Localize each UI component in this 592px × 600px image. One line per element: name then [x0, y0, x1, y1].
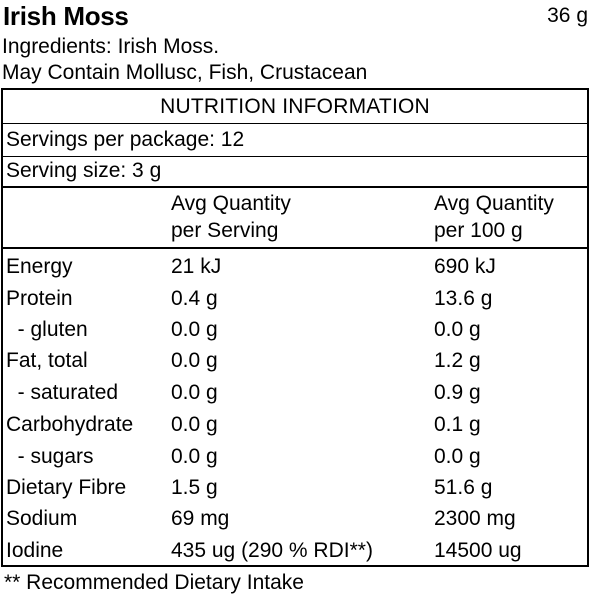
nutrient-row-protein: Protein 0.4 g 13.6 g [3, 283, 587, 315]
footnote: ** Recommended Dietary Intake [4, 571, 304, 594]
nutrient-per-serving: 0.4 g [171, 287, 218, 310]
nutrient-name: Energy [6, 255, 73, 278]
nutrition-panel: NUTRITION INFORMATION Servings per packa… [1, 88, 589, 567]
nutrient-per-serving: 0.0 g [171, 381, 218, 404]
nutrient-row-iodine: Iodine 435 ug (290 % RDI**) 14500 ug [3, 535, 587, 567]
nutrient-row-sugars: - sugars 0.0 g 0.0 g [3, 441, 587, 473]
divider-thick [3, 186, 587, 188]
col-serving-heading-2: per Serving [171, 219, 279, 242]
nutrient-per-100g: 0.1 g [434, 413, 481, 436]
nutrient-name: Fat, total [6, 349, 88, 372]
nutrient-row-energy: Energy 21 kJ 690 kJ [3, 251, 587, 283]
nutrient-per-100g: 0.0 g [434, 318, 481, 341]
net-weight: 36 g [547, 4, 588, 27]
nutrient-row-gluten: - gluten 0.0 g 0.0 g [3, 314, 587, 346]
nutrient-row-carbohydrate: Carbohydrate 0.0 g 0.1 g [3, 409, 587, 441]
nutrient-name: - sugars [6, 445, 94, 468]
nutrient-per-100g: 1.2 g [434, 349, 481, 372]
nutrient-per-serving: 69 mg [171, 507, 230, 530]
col-serving-heading-1: Avg Quantity [171, 192, 291, 215]
serving-size: Serving size: 3 g [6, 159, 162, 182]
nutrient-name: - gluten [6, 318, 88, 341]
col-per100-heading-1: Avg Quantity [434, 192, 554, 215]
nutrient-per-100g: 0.9 g [434, 381, 481, 404]
nutrient-name: Iodine [6, 539, 64, 562]
nutrient-per-100g: 0.0 g [434, 445, 481, 468]
panel-title: NUTRITION INFORMATION [160, 95, 430, 118]
col-per100-heading-2: per 100 g [434, 219, 523, 242]
nutrient-name: Dietary Fibre [6, 476, 127, 499]
nutrient-per-serving: 21 kJ [171, 255, 222, 278]
nutrient-per-100g: 13.6 g [434, 287, 493, 310]
nutrient-per-serving: 1.5 g [171, 476, 218, 499]
nutrient-per-serving: 0.0 g [171, 349, 218, 372]
nutrient-per-serving: 0.0 g [171, 318, 218, 341]
servings-per-package: Servings per package: 12 [6, 128, 245, 151]
nutrient-row-saturated: - saturated 0.0 g 0.9 g [3, 377, 587, 409]
nutrient-name: Carbohydrate [6, 413, 134, 436]
divider [3, 123, 587, 124]
divider [3, 156, 587, 157]
nutrient-per-serving: 0.0 g [171, 413, 218, 436]
nutrient-per-100g: 2300 mg [434, 507, 516, 530]
nutrient-per-serving: 435 ug (290 % RDI**) [171, 539, 373, 562]
nutrient-per-100g: 14500 ug [434, 539, 522, 562]
nutrient-per-100g: 690 kJ [434, 255, 496, 278]
nutrient-name: Protein [6, 287, 73, 310]
nutrient-row-fat-total: Fat, total 0.0 g 1.2 g [3, 345, 587, 377]
nutrient-name: Sodium [6, 507, 78, 530]
nutrient-row-dietary-fibre: Dietary Fibre 1.5 g 51.6 g [3, 472, 587, 504]
product-name: Irish Moss [3, 1, 129, 31]
nutrient-per-100g: 51.6 g [434, 476, 493, 499]
ingredients-line: Ingredients: Irish Moss. [2, 35, 220, 58]
nutrient-row-sodium: Sodium 69 mg 2300 mg [3, 503, 587, 535]
divider-thick [3, 247, 587, 249]
allergen-statement: May Contain Mollusc, Fish, Crustacean [2, 61, 368, 84]
nutrient-per-serving: 0.0 g [171, 445, 218, 468]
nutrient-name: - saturated [6, 381, 119, 404]
